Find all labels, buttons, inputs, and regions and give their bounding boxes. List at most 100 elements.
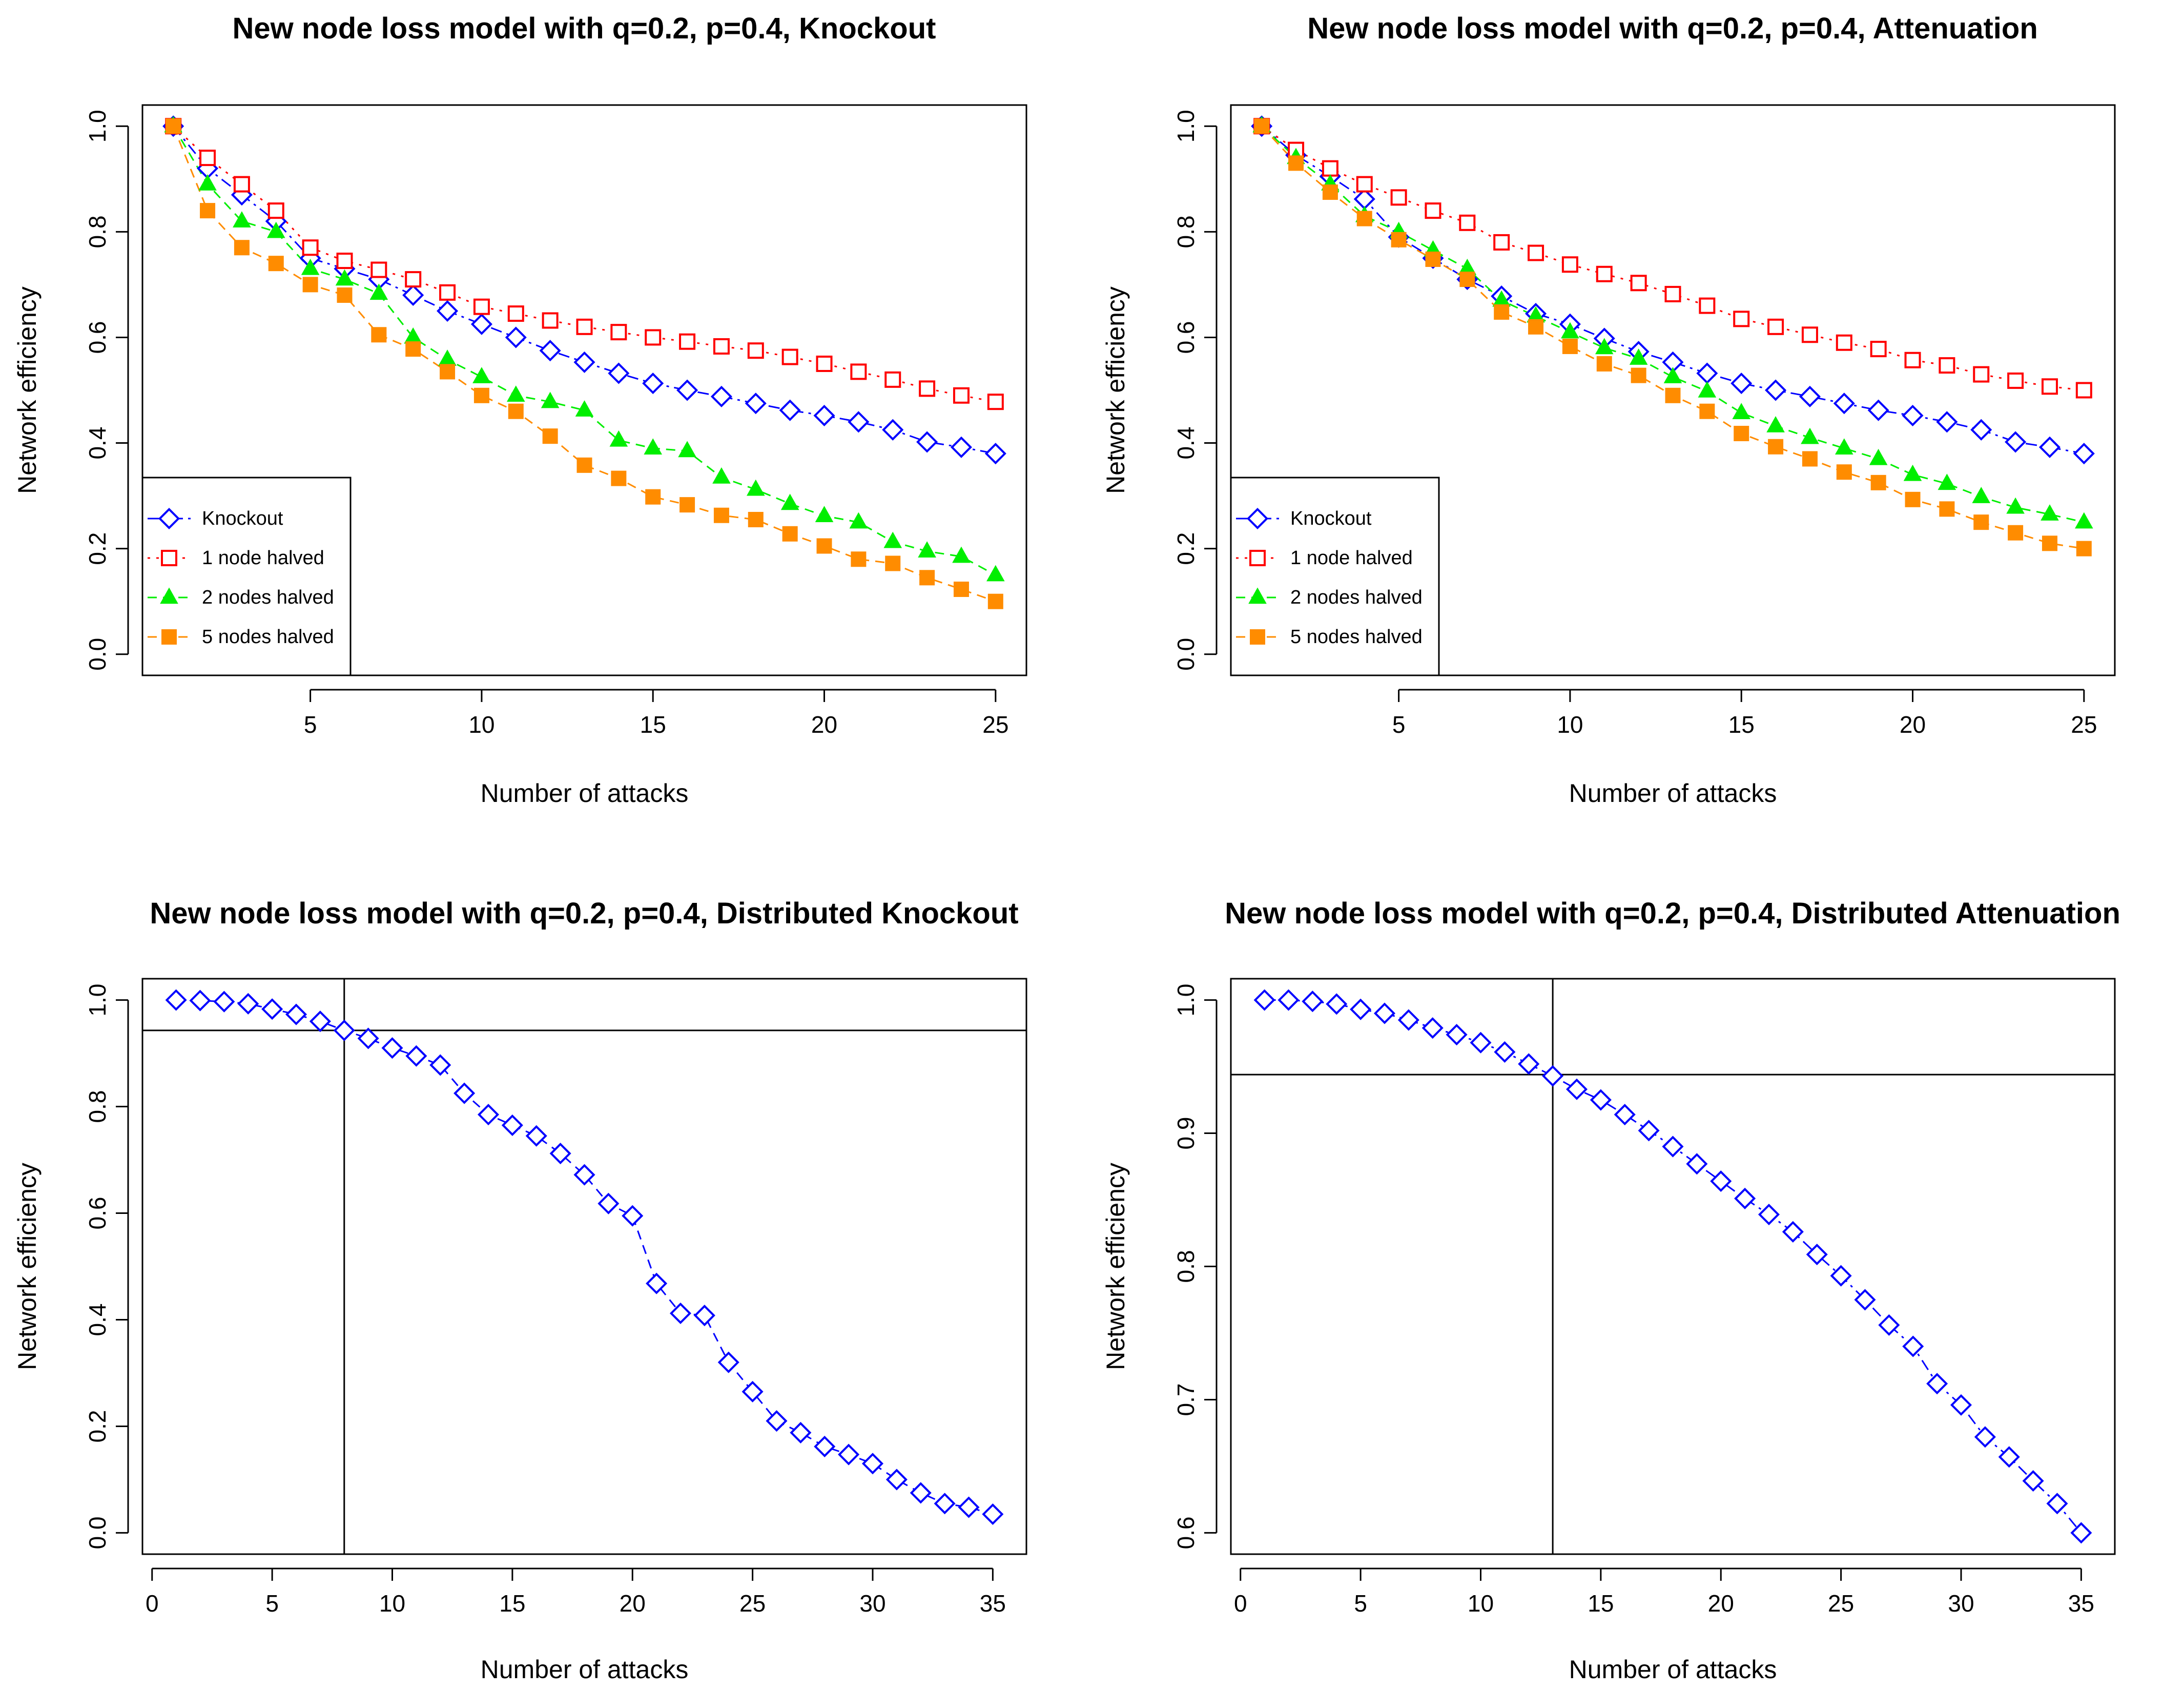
data-point	[1356, 176, 1373, 193]
data-point	[2041, 378, 2058, 395]
y-tick-label: 0.0	[84, 1516, 111, 1549]
data-point	[2075, 512, 2093, 529]
chart-panel-distributed-knockout: New node loss model with q=0.2, p=0.4, D…	[13, 897, 1027, 1684]
y-tick-label: 1.0	[84, 984, 111, 1017]
data-point	[1802, 451, 1818, 467]
legend: Knockout 1 node halved 2 nodes halved 5 nod…	[1230, 477, 1440, 676]
data-point	[539, 340, 561, 362]
data-point	[608, 362, 630, 384]
y-tick-label: 1.0	[1172, 984, 1199, 1017]
data-point	[1806, 1244, 1828, 1266]
data-point	[1801, 427, 1819, 444]
legend-label: Knockout	[1290, 508, 1372, 529]
legend-item: 2 nodes halved	[1236, 587, 1423, 608]
data-point	[266, 221, 285, 238]
x-tick-label: 5	[304, 711, 317, 738]
series-points-2-nodes-halved	[1252, 116, 2093, 529]
data-point	[1630, 275, 1647, 292]
data-point	[1561, 256, 1578, 273]
data-point	[934, 1493, 956, 1515]
data-point	[1768, 439, 1784, 455]
y-axis: 0.0 0.2 0.4 0.6 0.8 1.0	[1172, 110, 1218, 671]
data-point	[1494, 304, 1510, 320]
data-point	[1936, 411, 1958, 433]
data-point	[982, 1503, 1004, 1525]
data-point	[199, 150, 216, 167]
data-point	[1278, 989, 1300, 1011]
data-point	[506, 385, 525, 402]
data-point	[2042, 535, 2057, 551]
data-point	[200, 203, 216, 219]
data-point	[1565, 1078, 1588, 1100]
data-point	[710, 385, 732, 407]
data-point	[405, 271, 422, 288]
data-point	[814, 1435, 836, 1457]
data-point	[2008, 525, 2024, 541]
legend-item: 1 node halved	[1236, 547, 1413, 569]
series-points-5-nodes-halved	[1254, 118, 2092, 556]
x-tick-label: 25	[982, 711, 1008, 738]
chart-panel-distributed-attenuation: New node loss model with q=0.2, p=0.4, D…	[1101, 897, 2120, 1684]
x-axis-label: Number of attacks	[481, 1655, 689, 1684]
y-tick-label: 0.8	[84, 215, 111, 248]
data-point	[1528, 319, 1544, 335]
data-point	[1973, 366, 1990, 383]
data-point	[333, 1019, 355, 1041]
data-point	[1939, 501, 1955, 517]
data-point	[1542, 1065, 1564, 1087]
y-tick-label: 0.4	[84, 427, 111, 460]
data-point	[2005, 431, 2027, 453]
data-point	[646, 1272, 668, 1294]
chart-title: New node loss model with q=0.2, p=0.4, D…	[1225, 897, 2120, 930]
data-point	[301, 258, 320, 275]
data-point	[233, 176, 250, 193]
data-point	[2038, 436, 2061, 458]
chart-panel-attenuation: New node loss model with q=0.2, p=0.4, A…	[1101, 12, 2116, 808]
data-point	[987, 394, 1004, 410]
y-axis: 0.6 0.7 0.8 0.9 1.0	[1172, 984, 1218, 1549]
data-point	[781, 348, 798, 365]
data-point	[437, 300, 459, 322]
data-point	[213, 991, 235, 1013]
data-point	[1446, 1024, 1468, 1046]
data-point	[717, 1351, 739, 1373]
legend-item: 1 node halved	[148, 547, 324, 569]
data-point	[405, 341, 421, 357]
y-tick-label: 0.8	[84, 1090, 111, 1123]
data-point	[885, 1469, 908, 1491]
chart-title: New node loss model with q=0.2, p=0.4, K…	[233, 12, 936, 45]
data-point	[693, 1305, 715, 1327]
data-point	[850, 363, 867, 380]
data-point	[1998, 1446, 2020, 1468]
data-point	[1322, 160, 1338, 177]
data-point	[1614, 1104, 1636, 1126]
data-point	[302, 239, 319, 256]
data-point	[1686, 1153, 1708, 1175]
data-point	[1562, 338, 1578, 354]
data-point	[2070, 1522, 2092, 1544]
data-point	[1835, 438, 1853, 455]
y-tick-label: 0.2	[84, 532, 111, 565]
data-point	[1972, 487, 1991, 503]
data-point	[267, 202, 284, 219]
series-line-1-node-halved	[1261, 125, 2084, 391]
data-point	[1664, 285, 1681, 302]
legend-label: Knockout	[202, 508, 283, 529]
data-point	[713, 507, 729, 523]
data-point	[885, 555, 901, 571]
data-point	[1836, 464, 1852, 480]
data-point	[2022, 1470, 2044, 1492]
data-point	[1528, 244, 1544, 261]
legend-box	[141, 477, 352, 676]
data-point	[501, 1114, 523, 1136]
data-point	[1950, 1394, 1972, 1416]
data-point	[1425, 202, 1441, 219]
data-point	[1699, 403, 1715, 419]
plot-frame	[1230, 978, 2116, 1555]
series-points-distributed-attenuation	[1253, 989, 2092, 1544]
data-point	[953, 387, 970, 404]
data-point	[1732, 403, 1751, 420]
data-point	[1631, 367, 1646, 383]
data-point	[1733, 311, 1750, 327]
